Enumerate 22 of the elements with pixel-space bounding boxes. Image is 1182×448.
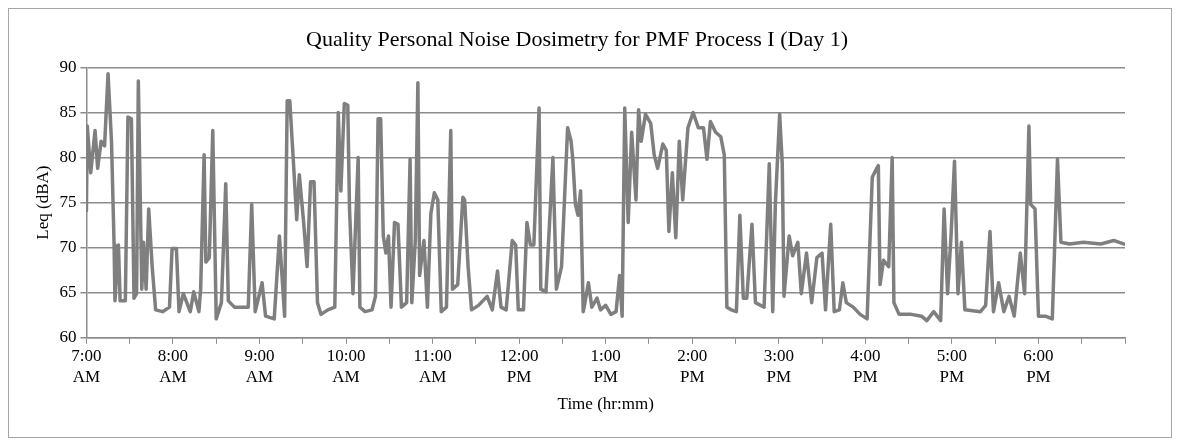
- x-tick-label: 7:00 AM: [71, 346, 102, 386]
- x-tick-label: 11:00 AM: [413, 346, 452, 386]
- x-tick-label: 9:00 AM: [244, 346, 275, 386]
- y-tick-label: 65: [59, 282, 77, 302]
- x-axis-title: Time (hr:mm): [557, 394, 654, 414]
- x-tick-label: 5:00 PM: [936, 346, 968, 386]
- y-tick-label: 85: [59, 101, 77, 121]
- x-tick-label: 2:00 PM: [677, 346, 708, 386]
- x-tick-label: 3:00 PM: [763, 346, 794, 386]
- y-tick-label: 70: [59, 237, 77, 257]
- x-tick-label: 12:00 PM: [499, 346, 539, 386]
- x-tick-label: 6:00 PM: [1023, 346, 1054, 386]
- y-axis-title: Leq (dBA): [32, 165, 52, 240]
- y-tick-label: 75: [59, 192, 77, 212]
- chart-title: Quality Personal Noise Dosimetry for PMF Process I (Day 1): [306, 25, 848, 51]
- y-tick-label: 90: [59, 56, 77, 76]
- x-tick-label: 10:00 AM: [326, 346, 366, 386]
- x-tick-label: 8:00 AM: [157, 346, 189, 386]
- x-tick-label: 1:00 PM: [590, 346, 621, 386]
- y-tick-label: 60: [59, 327, 77, 347]
- y-tick-label: 80: [59, 147, 77, 166]
- x-tick-label: 4:00 PM: [850, 346, 881, 386]
